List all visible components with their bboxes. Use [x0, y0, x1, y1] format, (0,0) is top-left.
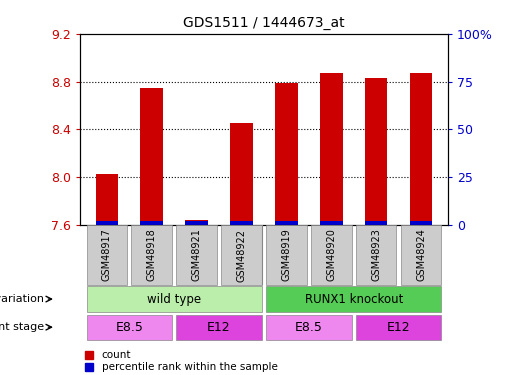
Text: GSM48921: GSM48921: [192, 228, 201, 281]
Bar: [96, 174, 118, 225]
Text: wild type: wild type: [147, 292, 201, 306]
Bar: [185, 221, 208, 225]
Bar: [401, 225, 441, 285]
Bar: [311, 225, 352, 285]
Legend: count, percentile rank within the sample: count, percentile rank within the sample: [85, 350, 278, 372]
Bar: [87, 225, 127, 285]
Bar: [410, 221, 432, 225]
Bar: [365, 221, 387, 225]
Text: GSM48924: GSM48924: [416, 228, 426, 281]
Bar: [185, 220, 208, 225]
Text: GSM48923: GSM48923: [371, 228, 381, 281]
Bar: [275, 221, 298, 225]
Bar: [176, 315, 262, 340]
Bar: [365, 78, 387, 225]
Text: development stage: development stage: [0, 322, 44, 332]
Text: GSM48922: GSM48922: [236, 228, 247, 282]
Title: GDS1511 / 1444673_at: GDS1511 / 1444673_at: [183, 16, 345, 30]
Text: E12: E12: [207, 321, 231, 334]
Bar: [410, 73, 432, 225]
Text: RUNX1 knockout: RUNX1 knockout: [304, 292, 403, 306]
Bar: [266, 315, 352, 340]
Bar: [131, 225, 172, 285]
Bar: [87, 286, 262, 312]
Bar: [230, 123, 253, 225]
Text: E12: E12: [387, 321, 410, 334]
Bar: [356, 225, 397, 285]
Text: E8.5: E8.5: [115, 321, 143, 334]
Bar: [320, 221, 342, 225]
Bar: [141, 221, 163, 225]
Bar: [275, 83, 298, 225]
Bar: [96, 221, 118, 225]
Text: E8.5: E8.5: [295, 321, 323, 334]
Bar: [87, 315, 172, 340]
Bar: [141, 87, 163, 225]
Text: GSM48918: GSM48918: [147, 229, 157, 281]
Bar: [230, 221, 253, 225]
Text: GSM48917: GSM48917: [102, 228, 112, 281]
Text: genotype/variation: genotype/variation: [0, 294, 44, 304]
Text: GSM48919: GSM48919: [281, 229, 291, 281]
Bar: [320, 73, 342, 225]
Text: GSM48920: GSM48920: [327, 228, 336, 281]
Bar: [266, 225, 306, 285]
Bar: [176, 225, 217, 285]
Bar: [356, 315, 441, 340]
Bar: [266, 286, 441, 312]
Bar: [221, 225, 262, 285]
